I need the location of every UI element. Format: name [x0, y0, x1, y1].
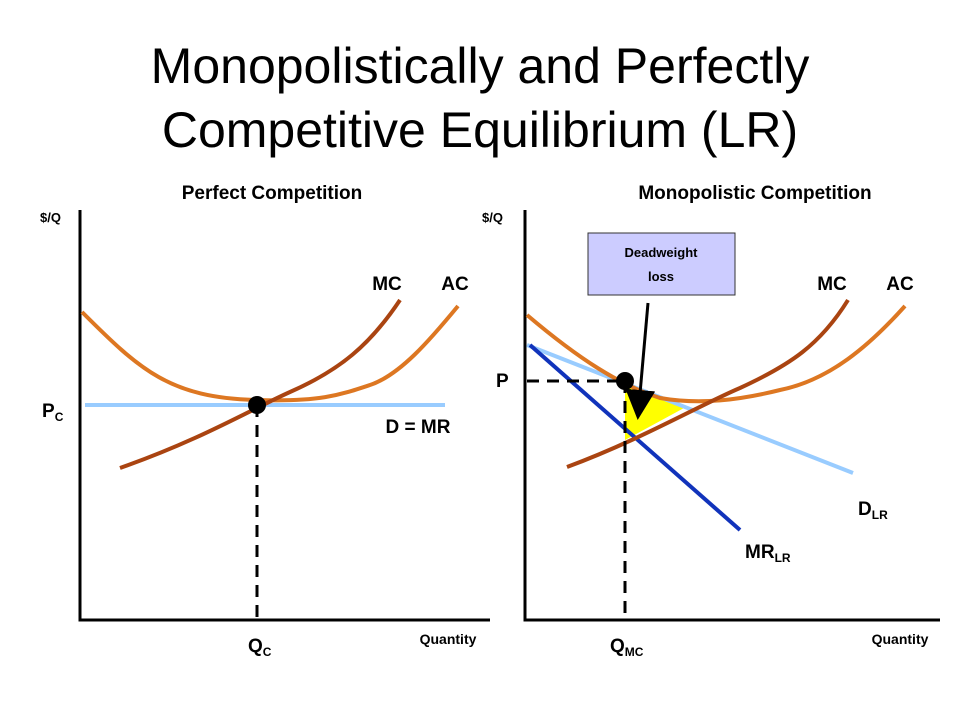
ac-curve — [80, 304, 460, 403]
mr-label: MRLR — [745, 542, 791, 565]
label-sub: C — [263, 645, 272, 659]
equilibrium-point — [248, 396, 266, 414]
ac-label: AC — [441, 274, 469, 295]
mc-label: MC — [372, 274, 402, 295]
demand-label: D = MR — [386, 417, 451, 438]
label-main: MR — [745, 542, 775, 563]
title-line: Monopolistically and Perfectly — [151, 38, 810, 94]
panel-title: Monopolistic Competition — [638, 183, 871, 204]
x-axis-label: Quantity — [872, 631, 929, 647]
deadweight-area — [625, 384, 684, 440]
deadweight-label: loss — [648, 269, 674, 284]
arrow — [625, 302, 656, 420]
label-main: D — [858, 499, 872, 520]
x-axis-label: Quantity — [420, 631, 477, 647]
y-axis-label: $/Q — [482, 210, 503, 225]
mc-curve — [119, 298, 402, 470]
left-panel: Perfect Competition $/Q Quantity MC AC D… — [40, 183, 490, 659]
label-sub: LR — [775, 551, 791, 565]
label-main: Q — [610, 636, 625, 657]
equilibrium-point — [616, 372, 634, 390]
label-sub: LR — [872, 508, 888, 522]
label-sub: MC — [625, 645, 644, 659]
ac-label: AC — [886, 274, 914, 295]
title-line: Competitive Equilibrium (LR) — [162, 102, 798, 158]
axes — [78, 210, 490, 622]
price-label: P — [496, 371, 509, 392]
label-main: Q — [248, 636, 263, 657]
mc-curve — [566, 298, 850, 469]
panel-title: Perfect Competition — [182, 183, 363, 204]
y-axis-label: $/Q — [40, 210, 61, 225]
quantity-label: QC — [248, 636, 272, 659]
axes — [523, 210, 940, 622]
label-main: P — [42, 401, 55, 422]
deadweight-box — [587, 232, 736, 296]
demand-label: DLR — [858, 499, 888, 522]
right-panel: Monopolistic Competition $/Q Quantity De… — [482, 183, 940, 659]
price-label: PC — [42, 401, 64, 424]
demand-curve — [526, 343, 854, 475]
label-sub: C — [55, 410, 64, 424]
ac-curve — [525, 304, 907, 404]
quantity-label: QMC — [610, 636, 644, 659]
mc-label: MC — [817, 274, 847, 295]
deadweight-label: Deadweight — [625, 245, 699, 260]
